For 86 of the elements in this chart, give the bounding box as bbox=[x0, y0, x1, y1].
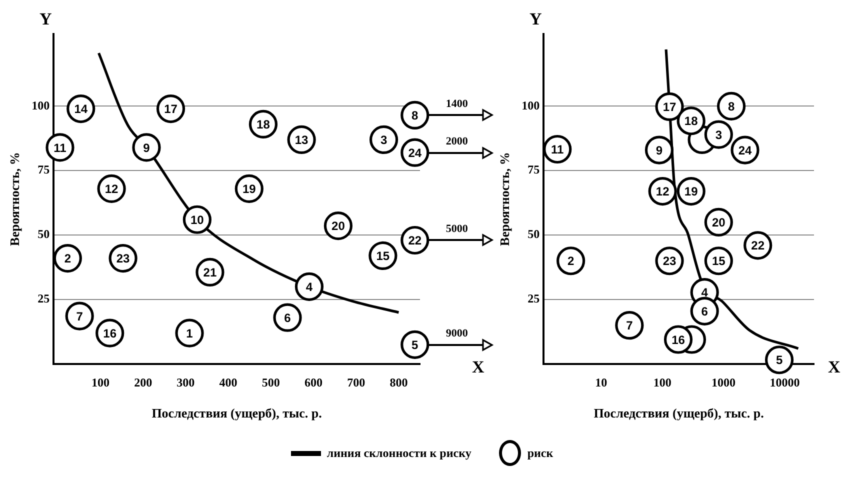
annotation: 1 bbox=[186, 326, 194, 340]
annotation: 17 bbox=[164, 102, 178, 116]
y-tick-label: 75 bbox=[38, 162, 50, 177]
annotation: 1400 bbox=[446, 98, 468, 110]
x-tick-label: 700 bbox=[347, 375, 366, 390]
x-tick-label: 500 bbox=[262, 375, 280, 390]
text: Y bbox=[39, 9, 52, 28]
annotation: 10 bbox=[190, 212, 204, 227]
annotation: 19 bbox=[684, 184, 698, 199]
y-tick-label: 100 bbox=[522, 98, 540, 112]
x-tick-label: 10 bbox=[595, 375, 608, 390]
x-tick-label: 300 bbox=[176, 375, 195, 390]
text: X bbox=[828, 357, 841, 376]
annotation: 2 bbox=[567, 254, 574, 268]
annotation: 21 bbox=[203, 266, 217, 280]
annotation: 11 bbox=[54, 140, 67, 155]
annotation: 2000 bbox=[446, 135, 468, 148]
x-tick-label: 100 bbox=[653, 375, 672, 390]
annotation: 6 bbox=[284, 310, 292, 325]
x-tick-label: 1000 bbox=[712, 375, 736, 390]
x-axis-title: Последствия (ущерб), тыс. р. bbox=[152, 406, 322, 421]
x-tick-label: 10000 bbox=[770, 375, 800, 390]
annotation: 19 bbox=[242, 182, 256, 196]
annotation: 8 bbox=[728, 100, 735, 114]
annotation: 16 bbox=[672, 332, 686, 347]
annotation: 14 bbox=[74, 102, 88, 116]
annotation: 15 bbox=[376, 249, 390, 264]
annotation: 22 bbox=[408, 234, 422, 248]
annotation: 4 bbox=[306, 280, 313, 294]
x-axis-title: Последствия (ущерб), тыс. р. bbox=[594, 406, 764, 421]
x-tick-label: 200 bbox=[134, 375, 152, 390]
annotation: 23 bbox=[662, 254, 677, 268]
annotation: 18 bbox=[256, 118, 270, 132]
annotation: 8 bbox=[412, 108, 419, 123]
y-tick-label: 25 bbox=[528, 292, 540, 306]
annotation: 18 bbox=[684, 114, 698, 128]
annotation: 17 bbox=[662, 100, 677, 114]
legend-label: линия склонности к риску bbox=[326, 446, 472, 460]
annotation: 3 bbox=[715, 128, 722, 142]
annotation: 9 bbox=[656, 143, 663, 158]
annotation: 6 bbox=[701, 304, 708, 318]
legend-label: риск bbox=[527, 446, 554, 460]
x-tick-label: 100 bbox=[91, 375, 110, 390]
y-tick-label: 75 bbox=[528, 162, 540, 177]
point bbox=[400, 100, 430, 130]
point bbox=[294, 272, 324, 301]
point bbox=[65, 302, 94, 330]
point bbox=[273, 303, 302, 332]
annotation: 5 bbox=[412, 338, 419, 352]
annotation: 5000 bbox=[446, 223, 468, 236]
text: X bbox=[472, 357, 485, 376]
y-tick-label: 100 bbox=[32, 98, 50, 112]
annotation: 12 bbox=[656, 184, 670, 199]
annotation: 23 bbox=[116, 252, 130, 266]
y-tick-label: 50 bbox=[38, 227, 50, 242]
x-tick-label: 600 bbox=[304, 375, 322, 390]
point bbox=[400, 330, 430, 359]
y-axis-title: Вероятность, % bbox=[7, 152, 22, 246]
point bbox=[369, 125, 398, 154]
annotation: 24 bbox=[408, 146, 422, 160]
x-tick-label: 800 bbox=[390, 375, 408, 390]
point bbox=[175, 318, 204, 348]
annotation: 3 bbox=[380, 133, 388, 148]
annotation: 15 bbox=[712, 254, 726, 268]
annotation: 11 bbox=[551, 142, 564, 157]
annotation: 7 bbox=[626, 318, 634, 333]
annotation: 20 bbox=[332, 219, 346, 234]
annotation: 4 bbox=[701, 286, 708, 300]
x-tick-label: 400 bbox=[219, 375, 238, 390]
annotation: 24 bbox=[738, 143, 752, 158]
annotation: 13 bbox=[294, 133, 309, 148]
annotation: 20 bbox=[712, 216, 726, 230]
annotation: 16 bbox=[103, 326, 117, 340]
point bbox=[132, 133, 161, 162]
annotation: 12 bbox=[104, 182, 119, 196]
annotation: 22 bbox=[751, 238, 765, 253]
annotation: 9000 bbox=[446, 328, 468, 340]
y-tick-label: 25 bbox=[38, 292, 50, 306]
text: Y bbox=[529, 9, 542, 28]
y-axis-title: Вероятность, % bbox=[497, 152, 512, 246]
point bbox=[53, 244, 82, 273]
annotation: 7 bbox=[76, 309, 84, 324]
annotation: 9 bbox=[143, 140, 150, 155]
annotation: 2 bbox=[64, 252, 72, 266]
y-tick-label: 50 bbox=[528, 227, 540, 242]
annotation: 5 bbox=[776, 353, 783, 368]
